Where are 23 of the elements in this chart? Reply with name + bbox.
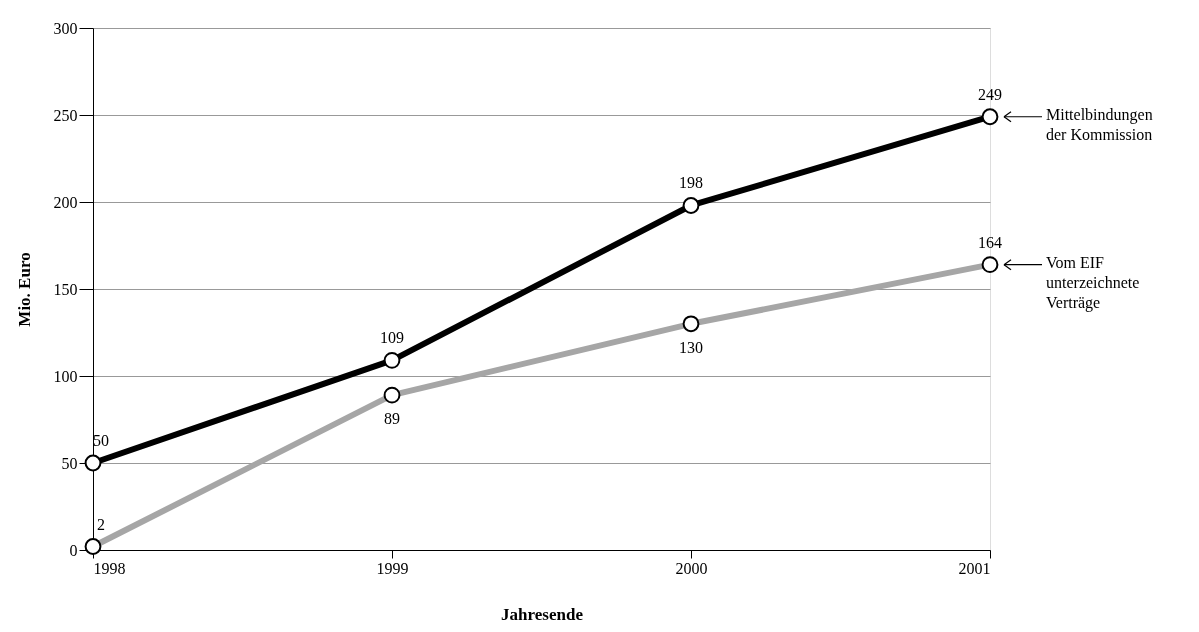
y-axis-title: Mio. Euro	[14, 252, 34, 327]
x-tick-label: 2001	[958, 559, 991, 577]
y-tick-label: 200	[53, 193, 78, 211]
data-label: 2	[97, 515, 105, 533]
y-tick-label: 300	[53, 19, 78, 37]
y-tick-label: 50	[61, 454, 78, 472]
x-tick-label: 2000	[675, 559, 708, 577]
y-tick-label: 0	[69, 541, 78, 559]
x-axis-title: Jahresende	[501, 604, 584, 624]
x-tick-label: 1999	[376, 559, 409, 577]
legend-label: Mittelbindungen der Kommission	[1046, 105, 1153, 143]
y-tick-label: 100	[53, 367, 78, 385]
data-label: 130	[679, 338, 703, 356]
data-label: 164	[978, 233, 1002, 251]
y-tick-label: 250	[53, 106, 78, 124]
legend-label: Vom EIF unterzeichnete Verträge	[1046, 253, 1140, 312]
y-tick-label: 150	[53, 280, 78, 298]
data-label: 50	[93, 432, 109, 449]
data-label: 198	[679, 174, 703, 192]
data-label: 109	[380, 329, 404, 347]
x-tick-label: 1998	[93, 559, 126, 577]
data-label: 89	[384, 410, 400, 428]
data-label: 249	[978, 85, 1002, 103]
